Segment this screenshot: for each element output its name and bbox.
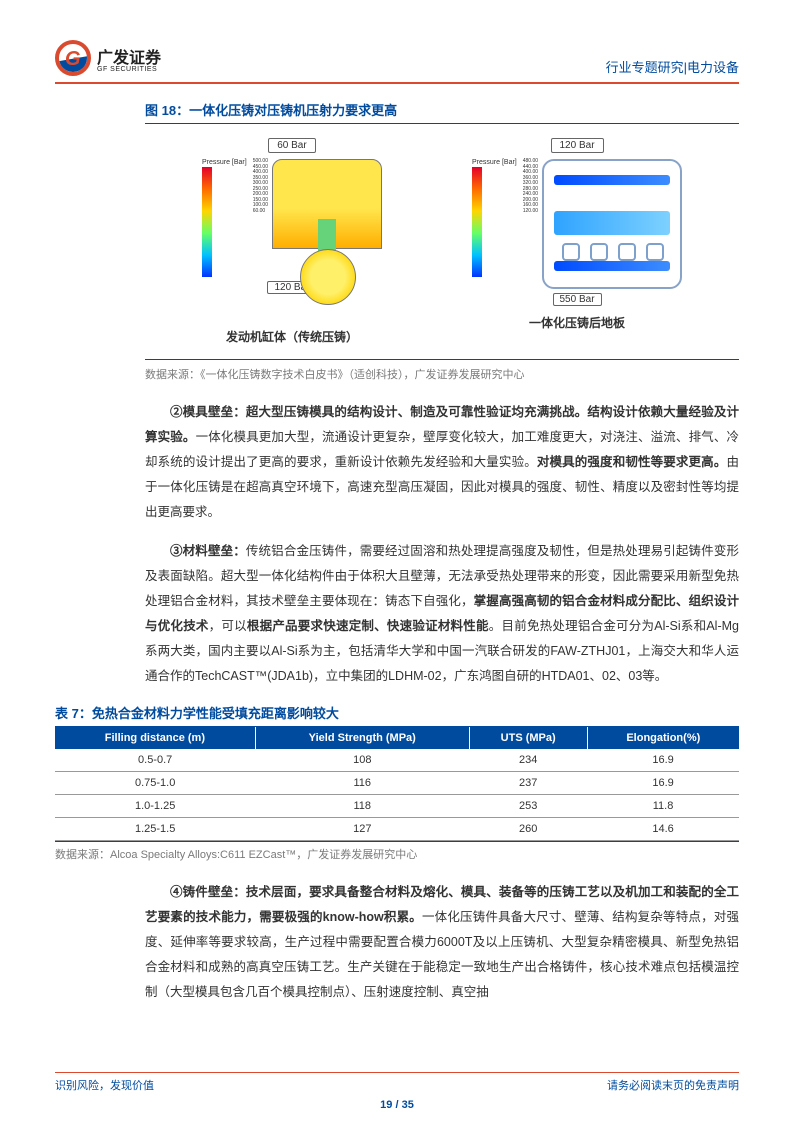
scale-ticks: 480.00 440.00 400.00 360.00 320.00 280.0… [523,159,538,214]
figure-18-title: 图 18：一体化压铸对压铸机压射力要求更高 [145,96,739,124]
logo: G 广发证券 GF SECURITIES [55,40,161,76]
table-row: 1.25-1.512726014.6 [55,818,739,841]
pressure-badge: 550 Bar [553,293,602,306]
table-header: Yield Strength (MPa) [255,727,469,749]
table-cell: 116 [255,772,469,795]
table-row: 0.5-0.710823416.9 [55,749,739,772]
body-text: ②模具壁垒：超大型压铸模具的结构设计、制造及可靠性验证均充满挑战。结构设计依赖大… [145,400,739,689]
footer-right: 请务必阅读末页的免责声明 [607,1077,739,1093]
engine-block-rendering [272,159,382,249]
table-cell: 260 [469,818,587,841]
table-cell: 237 [469,772,587,795]
table-header: UTS (MPa) [469,727,587,749]
table-row: 1.0-1.2511825311.8 [55,795,739,818]
table-header-row: Filling distance (m) Yield Strength (MPa… [55,727,739,749]
table-cell: 127 [255,818,469,841]
paragraph-2: ②模具壁垒：超大型压铸模具的结构设计、制造及可靠性验证均充满挑战。结构设计依赖大… [145,400,739,525]
table-cell: 16.9 [587,749,739,772]
paragraph-3: ③材料壁垒：传统铝合金压铸件，需要经过固溶和热处理提高强度及韧性，但是热处理易引… [145,539,739,689]
page-footer: 识别风险，发现价值 请务必阅读末页的免责声明 [55,1072,739,1093]
table-cell: 11.8 [587,795,739,818]
scale-label: Pressure [Bar] [472,159,517,166]
table-cell: 108 [255,749,469,772]
body-text: ④铸件壁垒：技术层面，要求具备整合材料及熔化、模具、装备等的压铸工艺以及机加工和… [145,880,739,1005]
table-cell: 0.5-0.7 [55,749,255,772]
figure-18-left: 60 Bar Pressure [Bar] 500.00 450.00 400.… [202,138,382,345]
paragraph-4: ④铸件壁垒：技术层面，要求具备整合材料及熔化、模具、装备等的压铸工艺以及机加工和… [145,880,739,1005]
figure-18-source: 数据来源：《一体化压铸数字技术白皮书》（适创科技），广发证券发展研究中心 [145,359,739,382]
figure-caption: 发动机缸体（传统压铸） [226,328,358,345]
pressure-badge: 120 Bar [551,138,604,153]
color-scale-icon [472,167,482,277]
chassis-rendering [542,159,682,289]
color-scale-icon [202,167,212,277]
figure-18: 60 Bar Pressure [Bar] 500.00 450.00 400.… [145,124,739,355]
logo-letter: G [65,48,81,71]
table-cell: 0.75-1.0 [55,772,255,795]
table-cell: 1.0-1.25 [55,795,255,818]
table-7-source: 数据来源：Alcoa Specialty Alloys:C611 EZCast™… [55,841,739,862]
logo-en: GF SECURITIES [97,66,161,73]
pressure-badge: 60 Bar [268,138,315,153]
page-header: G 广发证券 GF SECURITIES 行业专题研究|电力设备 [55,40,739,84]
table-cell: 16.9 [587,772,739,795]
scale-ticks: 500.00 450.00 400.00 350.00 300.00 250.0… [253,159,268,214]
page-number: 19 / 35 [0,1099,794,1111]
logo-cn: 广发证券 [97,44,161,68]
table-row: 0.75-1.011623716.9 [55,772,739,795]
table-cell: 1.25-1.5 [55,818,255,841]
table-header: Filling distance (m) [55,727,255,749]
table-cell: 14.6 [587,818,739,841]
table-cell: 118 [255,795,469,818]
logo-icon: G [55,40,91,76]
scale-label: Pressure [Bar] [202,159,247,166]
table-7-title: 表 7：免热合金材料力学性能受填充距离影响较大 [55,703,739,727]
table-cell: 234 [469,749,587,772]
figure-caption: 一体化压铸后地板 [529,314,625,331]
table-header: Elongation(%) [587,727,739,749]
footer-left: 识别风险，发现价值 [55,1077,154,1093]
table-cell: 253 [469,795,587,818]
figure-18-right: 120 Bar Pressure [Bar] 480.00 440.00 400… [472,138,682,345]
header-category: 行业专题研究|电力设备 [606,57,739,76]
table-7: Filling distance (m) Yield Strength (MPa… [55,727,739,841]
